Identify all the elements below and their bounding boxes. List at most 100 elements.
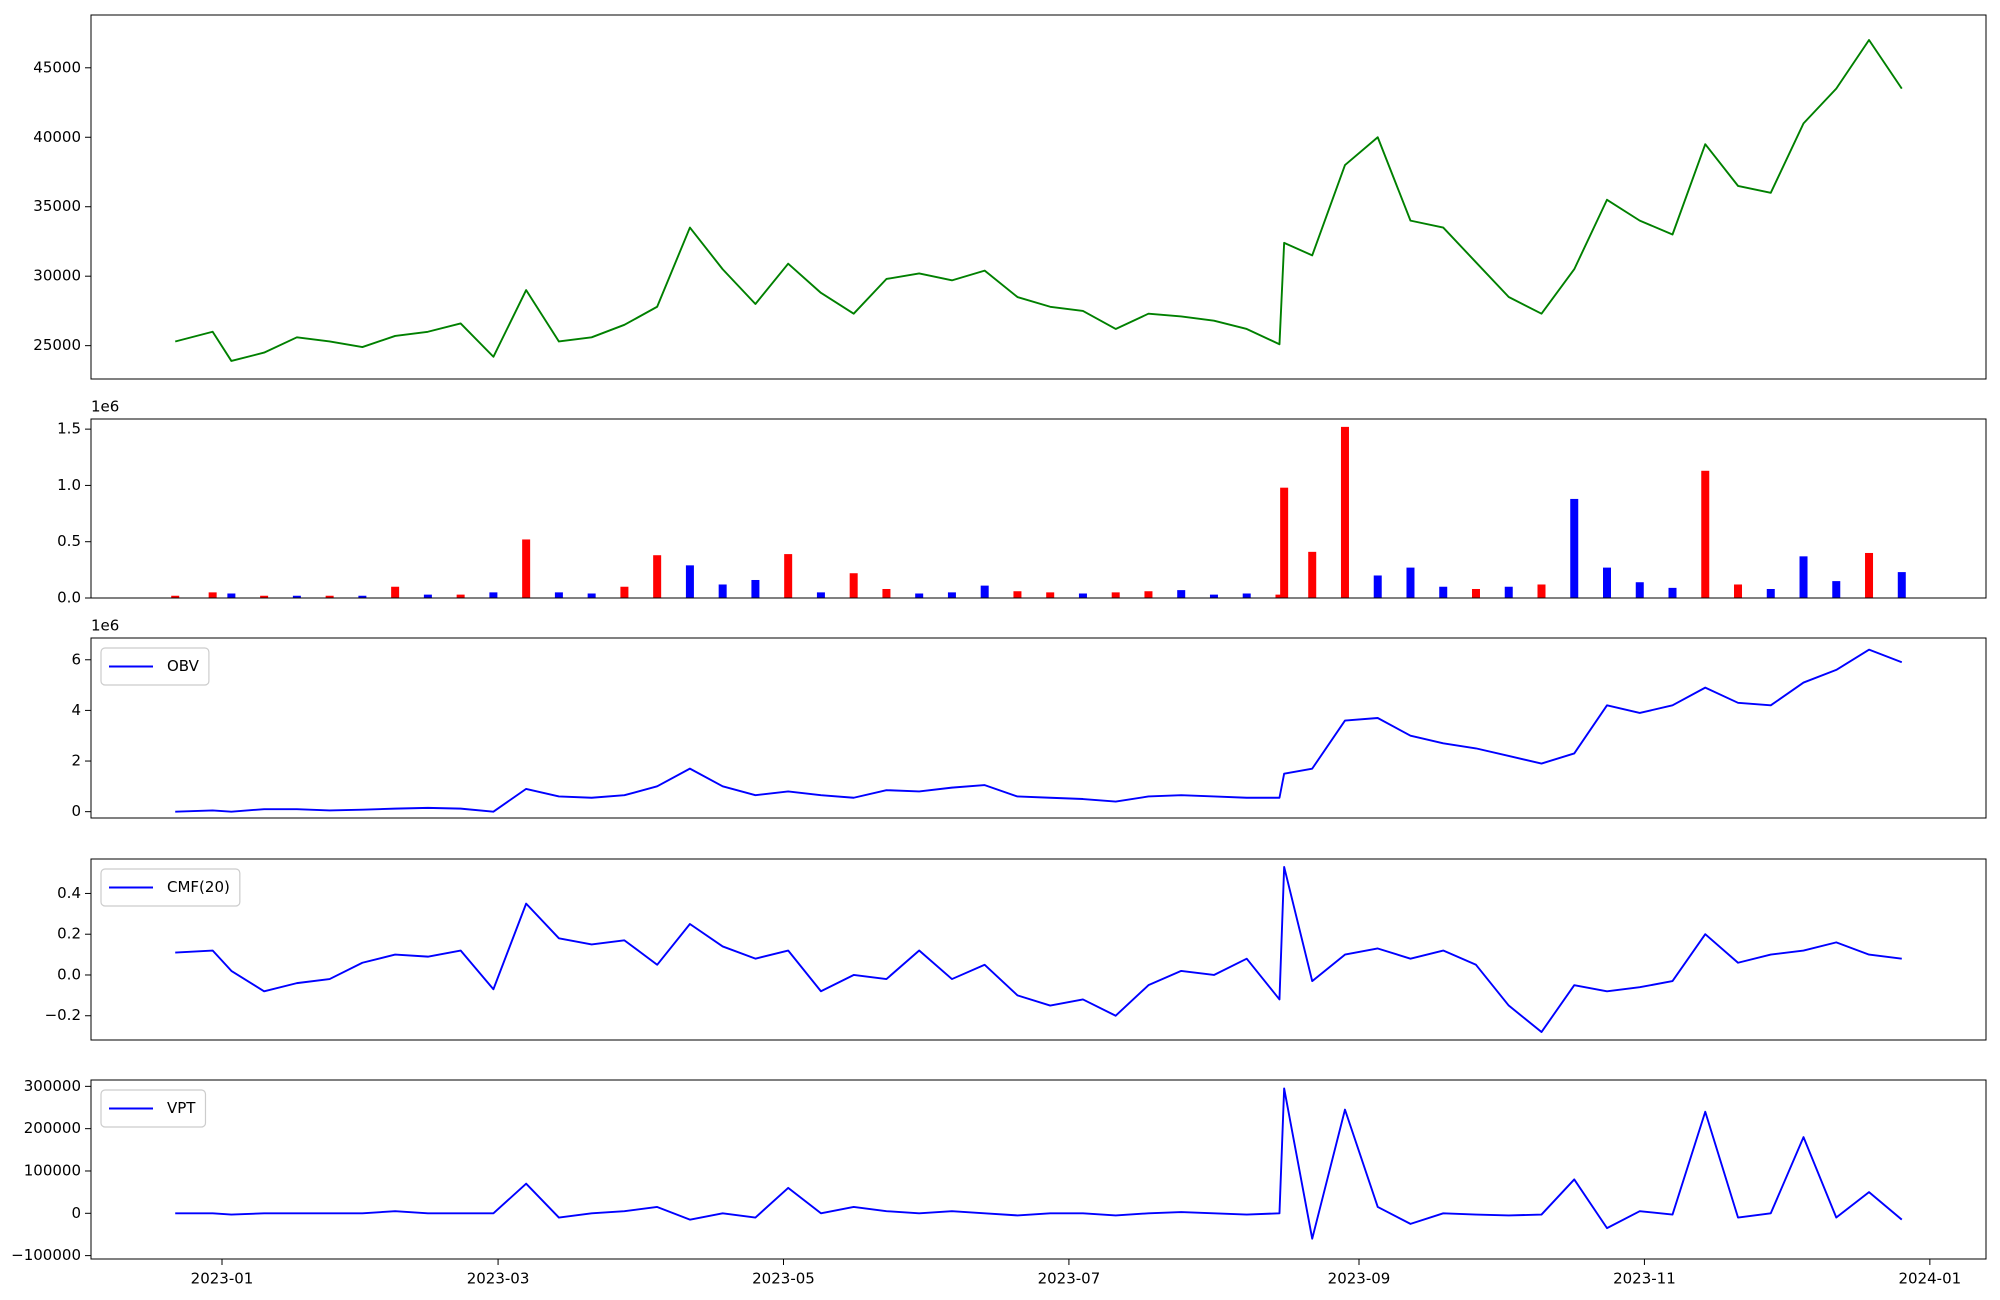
series-line xyxy=(175,648,1903,813)
volume-bar xyxy=(1471,588,1480,598)
volume-bar xyxy=(1275,594,1284,598)
y-tick-label: 25000 xyxy=(33,336,81,354)
y-tick-label: 1.5 xyxy=(57,420,81,438)
volume-bar xyxy=(816,592,825,598)
y-tick-label: 1.0 xyxy=(57,476,81,494)
volume-bar xyxy=(1799,556,1808,598)
volume-bar xyxy=(1111,592,1120,598)
volume-bar xyxy=(1570,498,1579,598)
legend: OBV xyxy=(100,647,210,686)
volume-bar xyxy=(1078,593,1087,598)
y-tick-label: 0.0 xyxy=(57,589,81,607)
x-tick-label: 2023-05 xyxy=(752,1270,815,1288)
x-tick-label: 2023-11 xyxy=(1613,1270,1676,1288)
plot-frame xyxy=(90,418,1987,599)
legend-label: CMF(20) xyxy=(167,878,230,896)
y-tick-label: 4 xyxy=(71,701,81,719)
panel: −0.2 0.0 0.2 0.4 CMF(20) xyxy=(45,858,1987,1041)
y-tick-label: 0 xyxy=(71,802,81,820)
y-offset-label: 1e6 xyxy=(91,398,119,416)
volume-bar xyxy=(653,555,662,598)
y-tick-label: 0.5 xyxy=(57,532,81,550)
volume-bar xyxy=(1340,426,1349,598)
y-tick-label: 35000 xyxy=(33,197,81,215)
y-tick-label: 40000 xyxy=(33,128,81,146)
y-tick-label: 0.2 xyxy=(57,925,81,943)
volume-bar xyxy=(1439,586,1448,598)
y-tick-label: 100000 xyxy=(24,1161,81,1179)
y-offset-label: 1e6 xyxy=(91,617,119,635)
volume-bar xyxy=(718,584,727,598)
legend-box xyxy=(100,868,241,907)
legend-label: OBV xyxy=(167,657,200,675)
y-tick-label: 0.4 xyxy=(57,884,81,902)
legend: VPT xyxy=(100,1089,207,1128)
volume-bar xyxy=(751,579,760,598)
volume-bar xyxy=(1897,572,1906,598)
volume-bar xyxy=(1144,591,1153,598)
x-tick-label: 2023-09 xyxy=(1328,1270,1391,1288)
legend-box xyxy=(100,647,210,686)
volume-bar xyxy=(1635,582,1644,598)
volume-bar xyxy=(1537,584,1546,598)
volume-bar xyxy=(325,595,334,598)
volume-bar xyxy=(208,592,217,598)
volume-bar xyxy=(358,595,367,598)
volume-bar xyxy=(1013,591,1022,598)
volume-bar xyxy=(1668,587,1677,598)
volume-bar xyxy=(587,593,596,598)
volume-bar xyxy=(554,592,563,598)
volume-bar xyxy=(423,594,432,598)
volume-bar xyxy=(1832,581,1841,598)
y-tick-label: 6 xyxy=(71,650,81,668)
y-tick-label: −0.2 xyxy=(45,1006,81,1024)
plot-frame xyxy=(90,1079,1987,1260)
volume-bar xyxy=(1280,487,1289,598)
volume-bar xyxy=(227,593,236,598)
plot-frame xyxy=(90,858,1987,1041)
volume-bar xyxy=(456,594,465,598)
volume-bar xyxy=(1373,575,1382,598)
volume-bar xyxy=(1209,594,1218,598)
x-tick-label: 2023-07 xyxy=(1038,1270,1101,1288)
volume-bar xyxy=(1046,592,1055,598)
y-tick-label: 0.0 xyxy=(57,965,81,983)
plot-frame xyxy=(90,14,1987,380)
x-tick-label: 2023-01 xyxy=(191,1270,254,1288)
volume-bar xyxy=(391,586,400,598)
panel: 0 2 4 6 1e6 OBV xyxy=(71,617,1987,820)
legend: CMF(20) xyxy=(100,868,241,907)
volume-bar xyxy=(1701,470,1710,598)
y-tick-label: 200000 xyxy=(24,1119,81,1137)
volume-bar xyxy=(1734,584,1743,598)
legend-label: VPT xyxy=(167,1099,196,1117)
volume-bar xyxy=(489,592,498,598)
volume-bar xyxy=(915,593,924,598)
x-tick-label: 2024-01 xyxy=(1899,1270,1962,1288)
y-tick-label: 45000 xyxy=(33,58,81,76)
volume-bar xyxy=(292,595,301,598)
volume-bar xyxy=(522,539,531,598)
volume-bar xyxy=(685,565,694,598)
volume-bar xyxy=(947,592,956,598)
volume-bar xyxy=(171,595,180,598)
plot-frame xyxy=(90,637,1987,819)
y-tick-label: 0 xyxy=(71,1204,81,1222)
volume-bar xyxy=(1766,588,1775,598)
y-tick-label: 30000 xyxy=(33,267,81,285)
panel: −100000 0 100000 200000 300000 2023-01 2023-03… xyxy=(11,1077,1987,1288)
y-tick-label: 300000 xyxy=(24,1077,81,1095)
y-tick-label: 2 xyxy=(71,752,81,770)
volume-bar xyxy=(849,573,858,598)
series-line xyxy=(175,866,1902,1033)
series-line xyxy=(175,1087,1903,1240)
panel: 0.0 0.5 1.0 1.5 1e6 xyxy=(57,398,1987,607)
x-tick-label: 2023-03 xyxy=(467,1270,530,1288)
legend-box xyxy=(100,1089,207,1128)
volume-bar xyxy=(784,554,793,598)
volume-bar xyxy=(1308,551,1317,598)
volume-bar xyxy=(882,588,891,598)
y-tick-label: −100000 xyxy=(11,1246,81,1264)
